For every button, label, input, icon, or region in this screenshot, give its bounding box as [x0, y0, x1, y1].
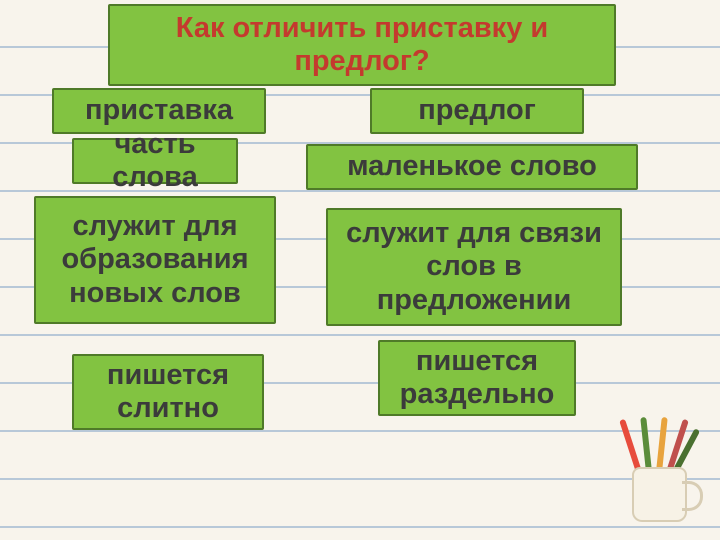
right-header-text: предлог — [378, 94, 576, 127]
left-header-text: приставка — [60, 94, 258, 127]
left-row2-box: служит для образования новых слов — [34, 196, 276, 324]
left-row1-box: часть слова — [72, 138, 238, 184]
title-text: Как отличить приставку и предлог? — [116, 12, 608, 79]
title-box: Как отличить приставку и предлог? — [108, 4, 616, 86]
right-row3-text: пишется раздельно — [386, 345, 568, 412]
right-row2-text: служит для связи слов в предложении — [334, 217, 614, 317]
slide-canvas: Как отличить приставку и предлог? приста… — [0, 0, 720, 540]
left-row3-text: пишется слитно — [80, 359, 256, 426]
right-row1-text: маленькое слово — [314, 150, 630, 183]
right-header-box: предлог — [370, 88, 584, 134]
right-row2-box: служит для связи слов в предложении — [326, 208, 622, 326]
pencil-cup-icon — [612, 412, 702, 522]
left-row3-box: пишется слитно — [72, 354, 264, 430]
right-row3-box: пишется раздельно — [378, 340, 576, 416]
left-row1-text: часть слова — [80, 128, 230, 195]
right-row1-box: маленькое слово — [306, 144, 638, 190]
left-row2-text: служит для образования новых слов — [42, 210, 268, 310]
